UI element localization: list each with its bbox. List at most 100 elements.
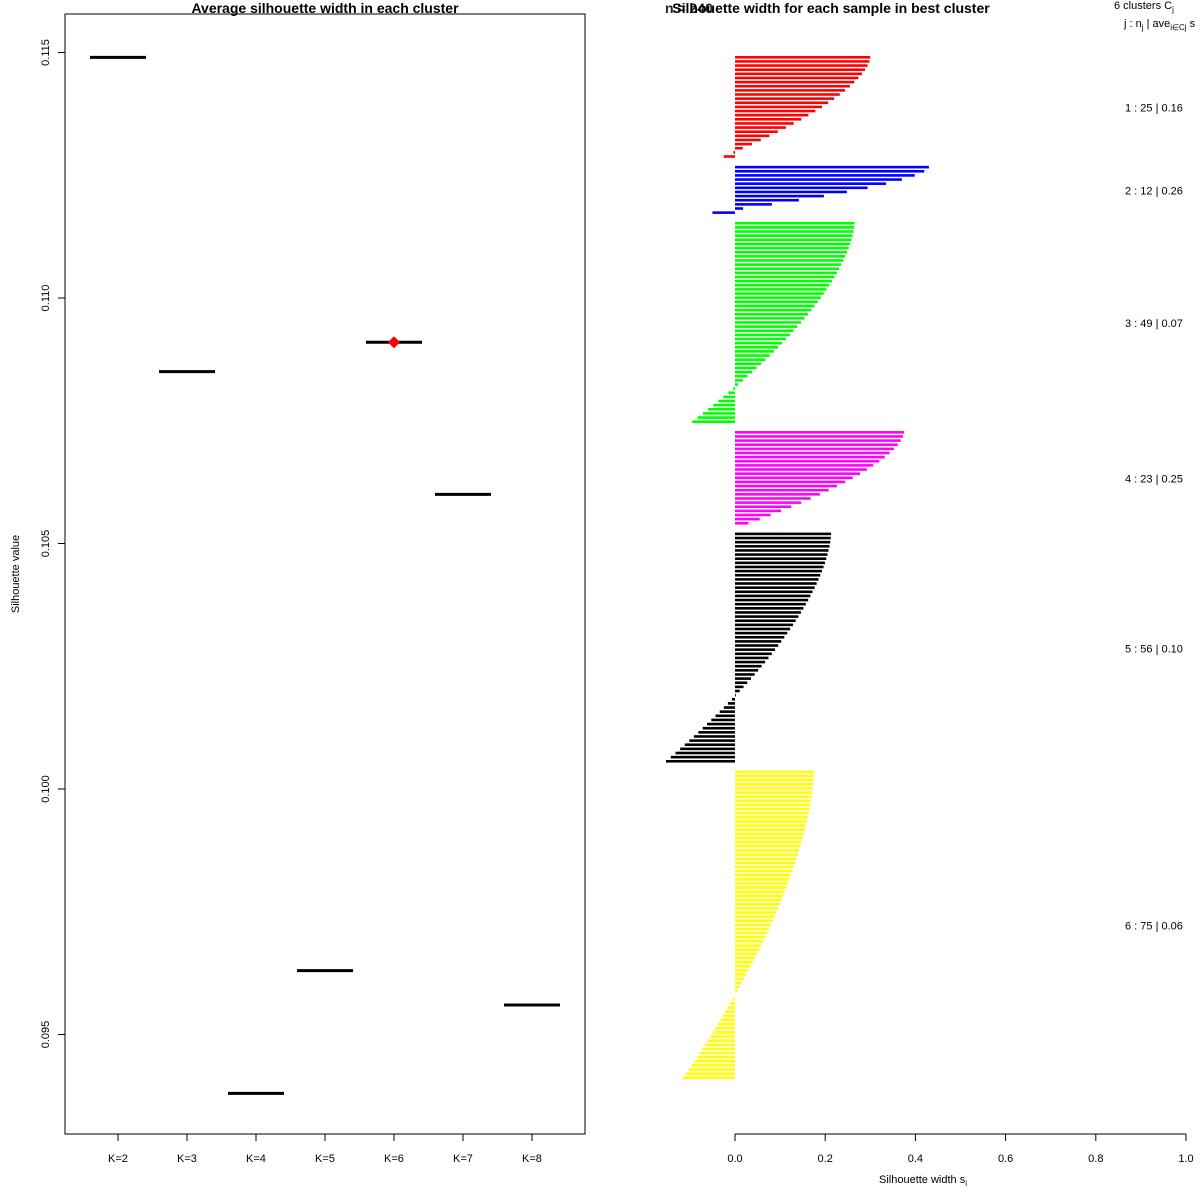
silhouette-bar <box>735 275 835 279</box>
silhouette-bar <box>732 997 735 1001</box>
silhouette-bar <box>723 395 735 399</box>
silhouette-bar <box>723 155 735 158</box>
silhouette-bar <box>735 333 790 337</box>
left-marks <box>90 55 560 1095</box>
silhouette-bar <box>735 828 805 832</box>
silhouette-bar <box>734 993 736 997</box>
silhouette-bar <box>735 350 774 353</box>
legend-cluster-4: 4 : 23 | 0.25 <box>1125 474 1183 486</box>
silhouette-bar <box>735 198 799 202</box>
silhouette-bar <box>735 337 786 341</box>
silhouette-bar <box>735 807 810 811</box>
silhouette-bar <box>735 488 829 492</box>
silhouette-bar <box>735 379 743 382</box>
silhouette-bar <box>735 246 849 250</box>
silhouette-bar <box>735 341 783 345</box>
cluster-3-bars <box>692 221 855 423</box>
left-plot-frame <box>64 13 586 1135</box>
silhouette-bar <box>735 573 821 577</box>
silhouette-bar <box>735 536 831 540</box>
silhouette-bar <box>735 263 842 266</box>
silhouette-bar <box>735 902 780 906</box>
silhouette-bar <box>735 513 771 517</box>
silhouette-bar <box>720 1018 735 1022</box>
silhouette-bar <box>735 126 786 129</box>
silhouette-bar <box>735 836 803 840</box>
silhouette-bar <box>735 553 828 556</box>
silhouette-bar <box>735 255 846 258</box>
silhouette-bar <box>735 142 752 146</box>
silhouette-bar <box>735 849 800 852</box>
silhouette-bar <box>735 878 790 881</box>
silhouette-bar <box>735 623 793 627</box>
silhouette-bar <box>735 602 806 606</box>
silhouette-bar <box>735 242 851 246</box>
right-title-overlap: n = 240 <box>665 0 713 16</box>
silhouette-bar <box>735 362 762 366</box>
silhouette-bar <box>712 211 735 214</box>
silhouette-bar <box>735 607 804 610</box>
silhouette-bar <box>735 76 859 80</box>
silhouette-bar <box>735 435 904 438</box>
silhouette-bar <box>733 387 735 390</box>
left-y-label: Silhouette value <box>10 535 22 613</box>
silhouette-bar <box>735 565 824 569</box>
left-y-axis: 0.095 0.100 0.105 0.110 0.115 <box>40 39 66 1048</box>
silhouette-bar <box>707 722 735 726</box>
silhouette-bar <box>735 952 757 956</box>
silhouette-bar <box>735 964 751 968</box>
right-x-tick-label: 0.6 <box>998 1153 1013 1165</box>
silhouette-bar <box>735 300 818 304</box>
silhouette-bar <box>735 693 736 697</box>
silhouette-bar <box>735 820 807 823</box>
silhouette-bar <box>713 403 735 407</box>
silhouette-bar <box>735 816 808 819</box>
right-x-axis: 0.0 0.2 0.4 0.6 0.8 1.0 <box>727 1133 1194 1165</box>
silhouette-bar <box>735 669 759 672</box>
silhouette-bar <box>735 907 778 910</box>
silhouette-bar <box>694 1059 735 1063</box>
legend-cluster-5: 5 : 56 | 0.10 <box>1125 643 1183 655</box>
left-y-tick-label: 0.110 <box>40 285 52 312</box>
left-y-tick-label: 0.115 <box>40 39 52 66</box>
silhouette-bar <box>735 940 764 943</box>
left-x-tick-label: K=4 <box>246 1153 266 1165</box>
silhouette-bar <box>683 1076 735 1080</box>
silhouette-bar <box>735 869 793 873</box>
silhouette-bar <box>735 439 901 442</box>
silhouette-bar <box>735 174 915 177</box>
silhouette-bar <box>689 739 735 742</box>
silhouette-bar <box>735 64 868 67</box>
silhouette-bar <box>735 689 740 693</box>
silhouette-bar <box>702 726 735 730</box>
silhouette-bar <box>735 455 885 459</box>
right-x-tick-label: 0.0 <box>727 1153 742 1165</box>
silhouette-bar <box>665 759 735 763</box>
silhouette-bar <box>735 977 745 980</box>
silhouette-bar <box>735 582 817 585</box>
silhouette-bar <box>735 165 929 169</box>
silhouette-bar <box>735 540 831 544</box>
silhouette-bar <box>735 861 796 865</box>
silhouette-bar <box>708 407 735 411</box>
silhouette-bar <box>735 894 784 898</box>
silhouette-bar <box>727 1006 735 1009</box>
silhouette-bar <box>688 1068 735 1071</box>
silhouette-bar <box>735 598 809 602</box>
silhouette-bar <box>735 799 811 803</box>
silhouette-bar <box>735 557 827 561</box>
silhouette-bar <box>735 545 830 548</box>
silhouette-bar <box>735 480 846 484</box>
silhouette-bar <box>735 569 822 573</box>
silhouette-bar <box>735 259 844 262</box>
left-y-tick-label: 0.105 <box>40 530 52 558</box>
right-x-tick-label: 0.2 <box>818 1153 833 1165</box>
silhouette-bar <box>696 1055 735 1059</box>
legend-cluster-1: 1 : 25 | 0.16 <box>1125 103 1183 115</box>
silhouette-bar <box>735 178 902 181</box>
silhouette-bar <box>735 644 779 647</box>
silhouette-bar <box>735 250 848 254</box>
silhouette-bar <box>735 459 880 463</box>
silhouette-bar <box>735 118 802 121</box>
silhouette-bar <box>735 664 762 668</box>
